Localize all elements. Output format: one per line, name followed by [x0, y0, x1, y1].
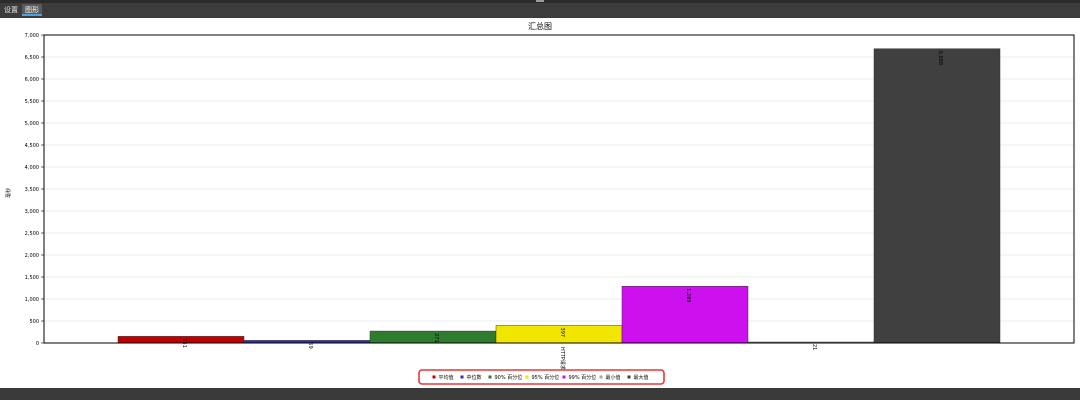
- bar: [495, 325, 623, 344]
- category-label: HTTP请求: [559, 347, 566, 370]
- y-tick-label: 4,000: [25, 165, 39, 171]
- tab-graph[interactable]: 图形: [22, 4, 42, 16]
- window-titlebar: [0, 0, 1080, 3]
- chart-panel: 汇总图 毫秒 151 59 271 397 1,289 21 6,688 0 500 1,000…: [0, 18, 1080, 388]
- legend-label: 99% 百分位: [569, 374, 597, 381]
- legend-label: 平均值: [439, 374, 454, 381]
- legend-swatch: [432, 375, 436, 379]
- y-tick-label: 1,500: [25, 275, 39, 281]
- chart-title: 汇总图: [528, 21, 552, 31]
- y-axis-label: 毫秒: [5, 188, 12, 198]
- y-tick-label: 6,500: [25, 55, 39, 61]
- y-tick-label: 3,000: [25, 209, 39, 215]
- bar-value-label: 21: [811, 344, 817, 350]
- y-ticks: 0 500 1,000 1,500 2,000 2,500 3,000 3,500 4,000 4…: [25, 33, 44, 347]
- y-tick-label: 6,000: [25, 77, 39, 83]
- bar: [621, 286, 749, 344]
- bar-value-label: 1,289: [685, 288, 691, 302]
- y-tick-label: 1,000: [25, 297, 39, 303]
- status-bar: [0, 388, 1080, 400]
- y-tick-label: 500: [29, 319, 39, 325]
- bar-value-label: 59: [307, 342, 313, 348]
- legend: 平均值 中位数 90% 百分位 95% 百分位 99% 百分位 最小值 最大值: [432, 374, 649, 381]
- tab-settings[interactable]: 设置: [4, 6, 18, 14]
- bar-value-label: 397: [559, 328, 565, 338]
- window-title-mark: [536, 0, 544, 2]
- legend-swatch: [627, 375, 631, 379]
- legend-highlight: [418, 369, 665, 385]
- bar: [873, 48, 1001, 344]
- legend-label: 95% 百分位: [532, 374, 560, 381]
- bar: [117, 336, 245, 344]
- y-tick-label: 3,500: [25, 187, 39, 193]
- legend-swatch: [488, 375, 492, 379]
- y-tick-label: 7,000: [25, 33, 39, 39]
- y-tick-label: 5,500: [25, 99, 39, 105]
- legend-label: 最小值: [606, 374, 621, 381]
- bar-value-label: 271: [433, 333, 439, 343]
- y-tick-label: 4,500: [25, 143, 39, 149]
- legend-swatch: [525, 375, 529, 379]
- legend-swatch: [460, 375, 464, 379]
- y-tick-label: 2,000: [25, 253, 39, 259]
- legend-label: 最大值: [634, 374, 649, 381]
- legend-swatch: [562, 375, 566, 379]
- tab-bar: 设置 图形: [0, 3, 1080, 17]
- legend-label: 中位数: [467, 374, 482, 381]
- y-tick-label: 2,500: [25, 231, 39, 237]
- y-tick-label: 0: [36, 341, 39, 347]
- legend-swatch: [599, 375, 603, 379]
- bar: [369, 330, 497, 344]
- bar-value-label: 6,688: [937, 51, 943, 65]
- legend-label: 90% 百分位: [495, 374, 523, 381]
- y-tick-label: 5,000: [25, 121, 39, 127]
